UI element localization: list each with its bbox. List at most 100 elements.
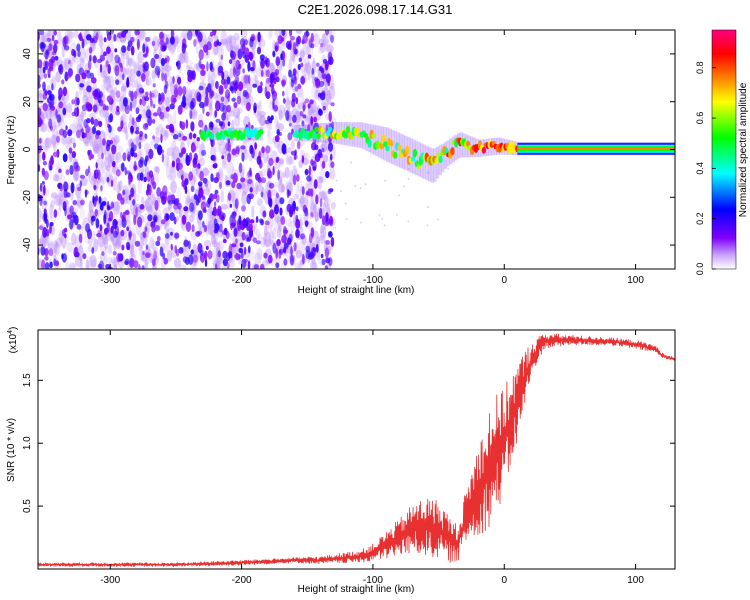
noise-dot — [285, 110, 290, 121]
noise-haze-blob — [166, 155, 170, 168]
noise-dot — [142, 251, 145, 256]
noise-haze-blob — [121, 126, 128, 133]
noise-dot — [222, 238, 227, 244]
noise-dot — [276, 129, 280, 136]
noise-dot — [263, 252, 268, 259]
noise-dot — [135, 107, 140, 115]
noise-dot — [176, 197, 180, 205]
ridge-blob — [209, 133, 215, 140]
noise-dot — [309, 99, 314, 105]
noise-haze-blob — [318, 176, 324, 184]
noise-dot — [38, 74, 41, 85]
noise-haze-blob — [330, 202, 336, 210]
noise-haze-blob — [170, 141, 177, 150]
noise-dot — [52, 151, 59, 157]
noise-haze-blob — [164, 129, 170, 138]
noise-haze-blob — [129, 68, 136, 83]
noise-haze-blob — [267, 138, 275, 145]
noise-dot — [64, 205, 67, 217]
noise-dot — [73, 161, 79, 170]
noise-dot — [154, 224, 160, 232]
noise-dot — [311, 67, 315, 75]
noise-dot — [310, 115, 314, 126]
noise-dot — [141, 89, 145, 94]
noise-dot — [231, 217, 237, 228]
noise-haze-blob — [240, 184, 248, 197]
ridge-halo — [336, 122, 340, 144]
noise-dot — [53, 209, 58, 218]
noise-dot — [99, 54, 106, 62]
noise-haze-blob — [73, 168, 79, 182]
noise-dot — [272, 242, 277, 254]
noise-dot — [182, 38, 187, 48]
noise-dot — [302, 204, 307, 213]
noise-haze-blob — [303, 68, 309, 77]
noise-haze-blob — [228, 35, 237, 50]
noise-haze-blob — [276, 213, 283, 228]
noise-dot — [231, 148, 237, 156]
ridge-blob — [312, 131, 317, 140]
noise-dot — [223, 227, 228, 236]
noise-dot — [187, 30, 193, 41]
noise-haze-blob — [224, 39, 229, 48]
noise-dot — [106, 95, 113, 103]
noise-dot — [112, 218, 118, 230]
noise-haze-blob — [209, 102, 213, 117]
noise-dot — [152, 112, 158, 117]
noise-dot — [168, 195, 173, 200]
noise-haze-blob — [92, 137, 100, 152]
noise-dot — [41, 180, 45, 185]
noise-dot — [170, 94, 176, 106]
noise-dot — [232, 172, 238, 184]
noise-haze-blob — [207, 220, 216, 236]
noise-dot — [56, 114, 62, 123]
noise-dot — [111, 144, 117, 155]
noise-dot — [38, 107, 42, 117]
noise-haze-blob — [231, 119, 235, 132]
ridge-halo — [414, 140, 419, 176]
noise-haze-blob — [284, 166, 290, 179]
stable-band-core — [517, 147, 675, 150]
noise-dot — [182, 86, 187, 96]
noise-haze-blob — [130, 242, 135, 258]
noise-dot — [297, 83, 302, 90]
snr-axes: -300 -200 -100 0 100 0.5 1.0 1.5 — [22, 330, 675, 586]
noise-dot — [76, 224, 82, 230]
noise-haze-blob — [68, 31, 75, 39]
noise-dot — [274, 45, 279, 52]
noise-dot — [95, 195, 99, 202]
noise-haze-blob — [171, 152, 176, 162]
noise-haze-blob — [258, 38, 266, 48]
noise-dot — [131, 117, 135, 126]
noise-haze-blob — [233, 114, 241, 128]
noise-haze-blob — [176, 215, 180, 222]
noise-dot — [154, 65, 161, 76]
noise-dot — [83, 119, 88, 129]
noise-dot — [71, 99, 75, 105]
noise-dot — [325, 218, 330, 225]
noise-haze-blob — [221, 150, 227, 165]
noise-dot — [248, 245, 251, 254]
noise-dot — [97, 169, 101, 180]
noise-dot — [54, 55, 59, 61]
noise-haze-blob — [295, 249, 303, 259]
noise-haze-blob — [50, 192, 58, 199]
noise-haze-blob — [129, 244, 138, 257]
noise-dot — [94, 208, 98, 217]
noise-dot — [158, 92, 162, 102]
noise-haze-blob — [85, 138, 89, 147]
noise-dot — [107, 63, 111, 75]
noise-haze-blob — [92, 230, 96, 241]
noise-dot — [86, 85, 92, 93]
noise-dot — [151, 225, 156, 233]
noise-dot — [188, 171, 193, 181]
noise-dot — [74, 96, 78, 106]
noise-haze-blob — [152, 36, 160, 52]
noise-dot — [195, 30, 199, 36]
noise-dot — [217, 205, 222, 216]
noise-dot — [215, 80, 219, 90]
noise-dot — [192, 145, 197, 152]
noise-haze-blob — [104, 73, 110, 80]
noise-dot — [214, 263, 218, 269]
